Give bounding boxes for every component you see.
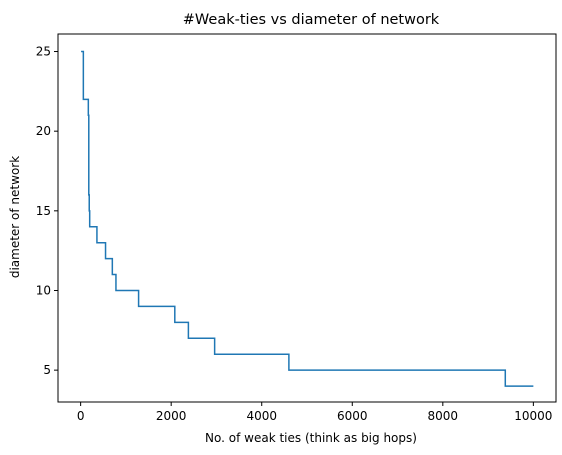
x-axis-label: No. of weak ties (think as big hops) — [205, 431, 417, 445]
x-tick-label: 0 — [77, 409, 85, 423]
y-tick-label: 25 — [36, 45, 51, 59]
x-tick-label: 8000 — [428, 409, 459, 423]
y-tick-label: 15 — [36, 204, 51, 218]
y-tick-label: 5 — [43, 363, 51, 377]
x-tick-label: 6000 — [337, 409, 368, 423]
x-tick-label: 4000 — [246, 409, 277, 423]
y-tick-label: 20 — [36, 124, 51, 138]
axes: 0 2000 4000 6000 8000 10000 5 10 15 20 25 — [36, 33, 557, 423]
chart-title: #Weak-ties vs diameter of network — [183, 12, 440, 28]
x-tick-label: 10000 — [514, 409, 552, 423]
axes-frame — [57, 33, 557, 403]
x-tick-label: 2000 — [156, 409, 187, 423]
series-line-0 — [81, 50, 534, 387]
y-axis-label: diameter of network — [8, 156, 22, 278]
plot-area — [81, 50, 534, 387]
y-tick-label: 10 — [36, 283, 51, 297]
